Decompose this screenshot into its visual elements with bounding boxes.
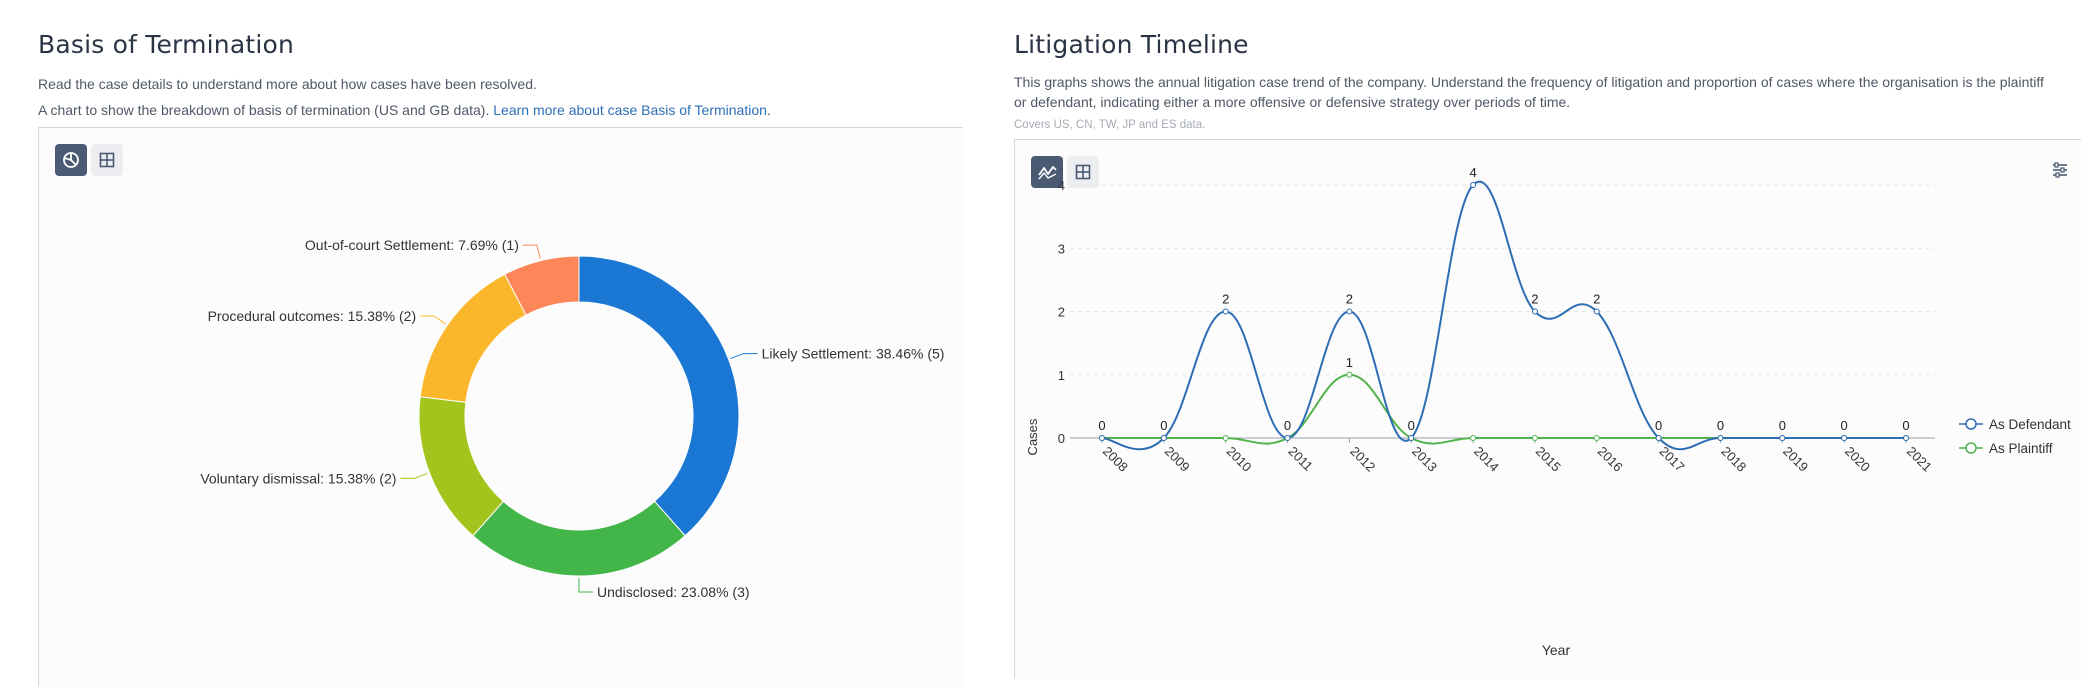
data-label: 2: [1593, 292, 1600, 307]
learn-more-link[interactable]: Learn more about case Basis of Terminati…: [493, 102, 767, 118]
data-point: [1594, 436, 1599, 441]
x-tick-label: 2014: [1471, 444, 1502, 475]
litigation-timeline-section: Litigation Timeline This graphs shows th…: [1014, 0, 2081, 131]
label-leader-line: [400, 473, 427, 478]
line-chart: 0123420082009201020112012201320142015201…: [1015, 140, 2081, 680]
donut-chart: Likely Settlement: 38.46% (5) Undisclosed…: [39, 128, 964, 688]
slice-label: Out-of-court Settlement: 7.69% (1): [305, 237, 519, 253]
data-label: 1: [1346, 355, 1353, 370]
series-line: [1102, 182, 1906, 450]
data-label: 0: [1655, 418, 1662, 433]
timeline-description: This graphs shows the annual litigation …: [1014, 72, 2054, 112]
data-label: 0: [1779, 418, 1786, 433]
data-label: 2: [1531, 292, 1538, 307]
data-label: 2: [1346, 292, 1353, 307]
line-chart-card: 0123420082009201020112012201320142015201…: [1014, 139, 2081, 679]
slice-label: Likely Settlement: 38.46% (5): [762, 346, 945, 362]
data-point: [1842, 436, 1847, 441]
x-tick-label: 2020: [1842, 444, 1873, 475]
data-point: [1223, 309, 1228, 314]
x-axis-title: Year: [1542, 642, 1571, 658]
legend-item: As Defendant: [1959, 417, 2071, 432]
data-point: [1594, 309, 1599, 314]
data-point: [1904, 436, 1909, 441]
data-point: [1347, 372, 1352, 377]
x-tick-label: 2011: [1285, 444, 1315, 474]
data-point: [1223, 436, 1228, 441]
data-label: 0: [1408, 418, 1415, 433]
y-axis-title: Cases: [1025, 418, 1040, 455]
label-leader-line: [730, 354, 757, 359]
x-tick-label: 2012: [1347, 444, 1378, 475]
legend-label: As Defendant: [1989, 417, 2071, 432]
y-tick-label: 2: [1058, 305, 1065, 320]
data-label: 2: [1222, 292, 1229, 307]
x-tick-label: 2019: [1780, 444, 1811, 475]
pie-slice: [473, 501, 685, 576]
pie-slice: [419, 397, 503, 536]
data-label: 4: [1469, 165, 1476, 180]
data-point: [1285, 436, 1290, 441]
label-leader-line: [579, 578, 593, 592]
pie-chart-card: Likely Settlement: 38.46% (5) Undisclosed…: [38, 127, 963, 687]
data-coverage-note: Covers US, CN, TW, JP and ES data.: [1014, 119, 2081, 131]
x-tick-label: 2021: [1904, 444, 1935, 475]
x-tick-label: 2008: [1100, 444, 1131, 475]
data-label: 0: [1841, 418, 1848, 433]
data-point: [1471, 436, 1476, 441]
y-tick-label: 0: [1058, 431, 1065, 446]
series-line: [1102, 375, 1906, 444]
pie-slice: [420, 274, 526, 402]
pie-slice: [579, 256, 739, 536]
label-leader-line: [523, 245, 540, 259]
data-label: 0: [1160, 418, 1167, 433]
data-label: 0: [1902, 418, 1909, 433]
legend-marker: [1966, 419, 1976, 429]
x-tick-label: 2015: [1533, 444, 1564, 475]
x-tick-label: 2013: [1409, 444, 1440, 475]
legend-item: As Plaintiff: [1959, 441, 2053, 456]
x-tick-label: 2009: [1162, 444, 1193, 475]
data-point: [1780, 436, 1785, 441]
section-description-2: A chart to show the breakdown of basis o…: [38, 100, 963, 120]
data-point: [1161, 436, 1166, 441]
slice-label: Undisclosed: 23.08% (3): [597, 584, 750, 600]
basis-of-termination-section: Basis of Termination Read the case detai…: [38, 0, 963, 120]
section-title: Litigation Timeline: [1014, 30, 2081, 60]
data-point: [1347, 309, 1352, 314]
y-tick-label: 1: [1058, 368, 1065, 383]
legend-label: As Plaintiff: [1989, 441, 2053, 456]
x-tick-label: 2010: [1224, 444, 1255, 475]
data-label: 0: [1717, 418, 1724, 433]
data-point: [1532, 309, 1537, 314]
legend-marker: [1966, 443, 1976, 453]
section-description: Read the case details to understand more…: [38, 74, 963, 94]
label-leader-line: [420, 316, 446, 324]
slice-label: Procedural outcomes: 15.38% (2): [208, 308, 417, 324]
page-title: Basis of Termination: [38, 30, 963, 60]
data-point: [1718, 436, 1723, 441]
slice-label: Voluntary dismissal: 15.38% (2): [200, 470, 396, 486]
data-point: [1409, 436, 1414, 441]
x-tick-label: 2018: [1718, 444, 1749, 475]
data-point: [1656, 436, 1661, 441]
y-tick-label: 3: [1058, 241, 1065, 256]
data-point: [1100, 436, 1105, 441]
data-point: [1471, 183, 1476, 188]
data-label: 0: [1098, 418, 1105, 433]
description-text: A chart to show the breakdown of basis o…: [38, 102, 489, 118]
x-tick-label: 2016: [1595, 444, 1626, 475]
data-label: 0: [1284, 418, 1291, 433]
y-tick-label: 4: [1058, 178, 1065, 193]
data-point: [1532, 436, 1537, 441]
